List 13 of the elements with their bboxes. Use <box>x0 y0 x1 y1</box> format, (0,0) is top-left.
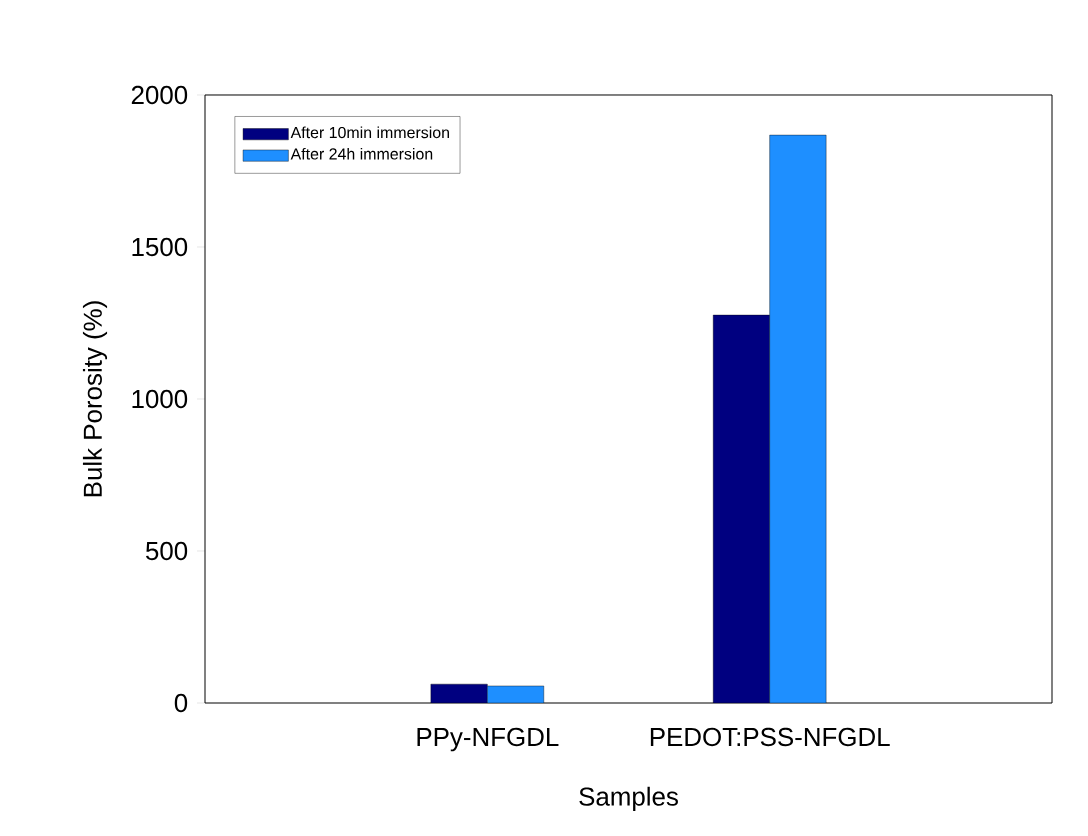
x-tick-label: PPy-NFGDL <box>417 727 559 752</box>
y-axis-title: Bulk Porosity (%) <box>82 301 108 497</box>
y-tick-label: 0 <box>174 693 188 713</box>
y-tick-label: 1000 <box>132 389 188 409</box>
y-tick-label: 1500 <box>132 237 188 257</box>
legend-label: After 10min immersion <box>290 126 449 139</box>
y-tick-label: 500 <box>145 541 188 561</box>
legend-label: After 24h immersion <box>290 147 433 160</box>
y-tick-label: 2000 <box>131 85 188 105</box>
x-axis-title: Samples <box>579 786 678 811</box>
bar <box>769 134 827 703</box>
x-tick-label: PEDOT:PSS-NFGDL <box>650 727 890 747</box>
bar <box>713 314 770 703</box>
